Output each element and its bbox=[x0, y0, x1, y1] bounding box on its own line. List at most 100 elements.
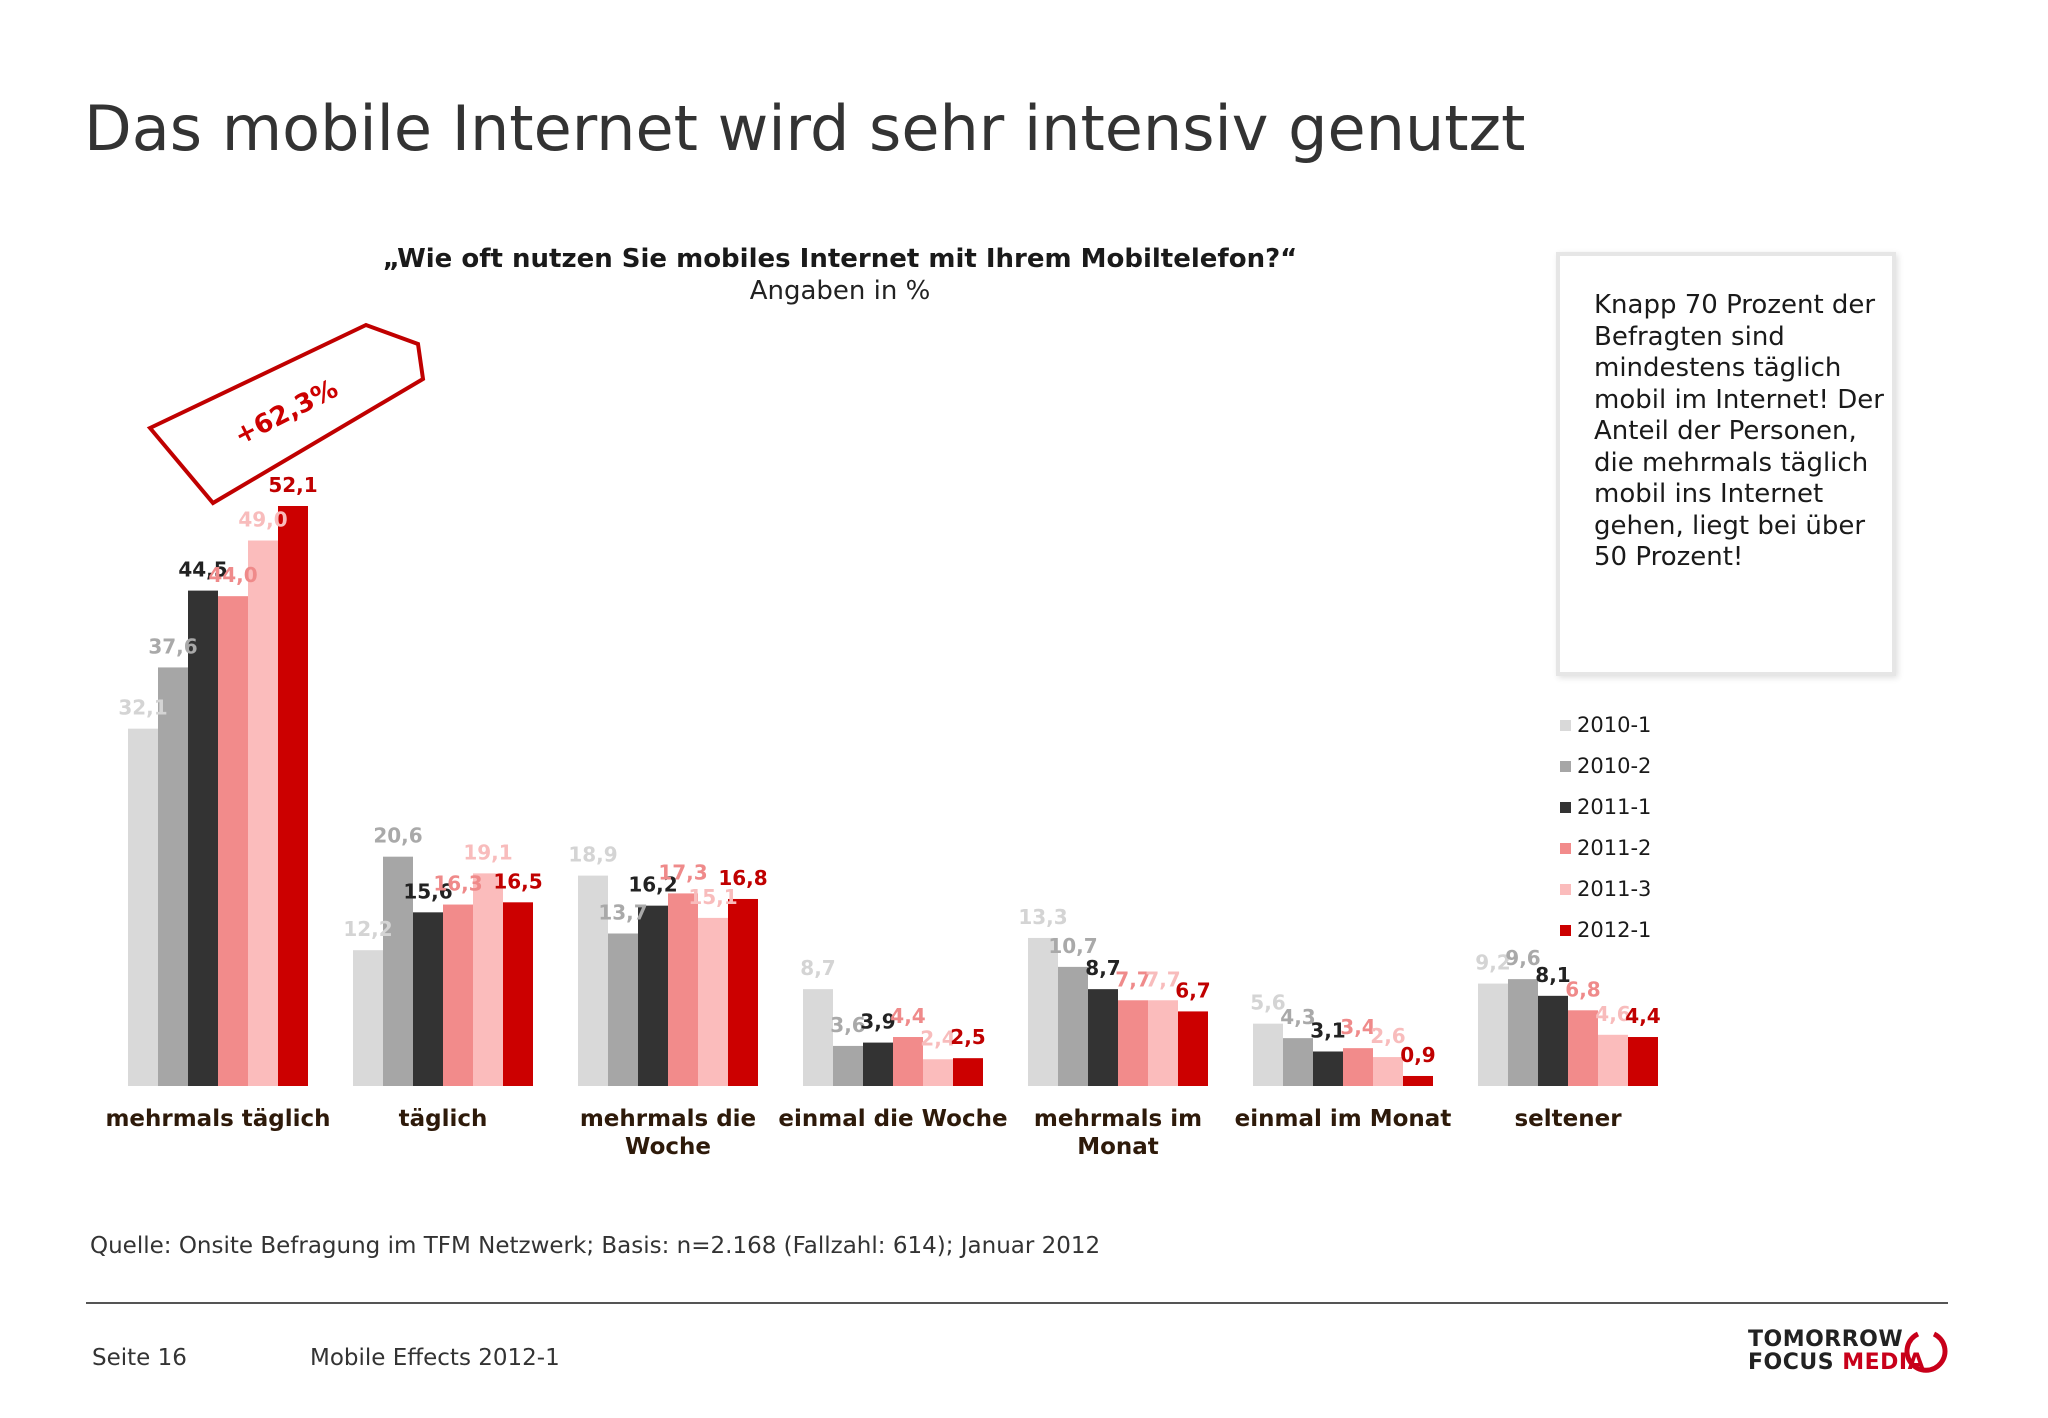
bar-2011-3-1 bbox=[473, 873, 503, 1086]
brand-line-1: TOMORROW bbox=[1748, 1327, 1904, 1352]
legend-item-2011-2: 2011-2 bbox=[1560, 833, 1651, 863]
value-label-2012-1-1: 16,5 bbox=[493, 869, 542, 893]
chart-question: „Wie oft nutzen Sie mobiles Internet mit… bbox=[382, 244, 1298, 274]
value-label-2010-2-6: 9,6 bbox=[1505, 946, 1540, 970]
value-label-2010-1-5: 5,6 bbox=[1250, 991, 1285, 1015]
value-label-2011-3-3: 2,4 bbox=[920, 1026, 955, 1050]
value-label-2012-1-2: 16,8 bbox=[718, 866, 767, 890]
category-label-1: täglich bbox=[399, 1106, 488, 1132]
legend-item-2010-2: 2010-2 bbox=[1560, 751, 1651, 781]
value-label-2011-2-1: 16,3 bbox=[433, 872, 482, 896]
value-label-2010-2-5: 4,3 bbox=[1280, 1005, 1315, 1029]
value-label-2011-1-5: 3,1 bbox=[1310, 1018, 1345, 1042]
value-label-2010-1-0: 32,1 bbox=[118, 696, 167, 720]
value-label-2011-1-1: 15,6 bbox=[403, 879, 452, 903]
bar-2011-1-5 bbox=[1313, 1051, 1343, 1086]
category-label-2: Woche bbox=[625, 1134, 711, 1160]
bar-2011-2-4 bbox=[1118, 1000, 1148, 1086]
value-label-2011-2-6: 6,8 bbox=[1565, 977, 1600, 1001]
bar-2011-3-6 bbox=[1598, 1034, 1628, 1086]
bar-2012-1-0 bbox=[278, 506, 308, 1086]
value-label-2011-2-5: 3,4 bbox=[1340, 1015, 1375, 1039]
slide-title: Das mobile Internet wird sehr intensiv g… bbox=[84, 92, 1526, 165]
value-label-2010-1-4: 13,3 bbox=[1018, 905, 1067, 929]
value-label-2010-2-2: 13,7 bbox=[598, 900, 647, 924]
legend-label: 2010-2 bbox=[1577, 754, 1652, 778]
bar-2010-1-5 bbox=[1253, 1023, 1283, 1086]
brand-line-2: FOCUS MEDIA bbox=[1748, 1351, 1925, 1374]
bar-2012-1-5 bbox=[1403, 1075, 1433, 1086]
bar-2011-3-5 bbox=[1373, 1057, 1403, 1086]
legend-label: 2011-2 bbox=[1577, 836, 1652, 860]
bar-2011-1-4 bbox=[1088, 989, 1118, 1086]
bar-2011-2-0 bbox=[218, 596, 248, 1086]
category-label-6: seltener bbox=[1514, 1106, 1622, 1132]
legend-label: 2010-1 bbox=[1577, 713, 1652, 737]
value-label-2011-3-1: 19,1 bbox=[463, 840, 512, 864]
legend-swatch bbox=[1560, 924, 1571, 936]
category-label-3: einmal die Woche bbox=[778, 1106, 1007, 1132]
legend-label: 2012-1 bbox=[1577, 918, 1652, 942]
bar-2011-1-3 bbox=[863, 1042, 893, 1086]
bar-2010-1-4 bbox=[1028, 937, 1058, 1086]
unit-note: Angaben in % bbox=[749, 276, 931, 306]
bar-2011-3-0 bbox=[248, 540, 278, 1086]
value-label-2012-1-4: 6,7 bbox=[1175, 978, 1210, 1002]
value-label-2011-2-4: 7,7 bbox=[1115, 967, 1150, 991]
bar-2010-2-5 bbox=[1283, 1038, 1313, 1086]
bar-2010-2-6 bbox=[1508, 979, 1538, 1086]
bar-2010-1-3 bbox=[803, 989, 833, 1086]
legend-item-2011-3: 2011-3 bbox=[1560, 874, 1651, 904]
bar-2010-2-1 bbox=[383, 856, 413, 1086]
footer-divider bbox=[86, 1302, 1948, 1304]
bar-2010-2-4 bbox=[1058, 966, 1088, 1086]
bar-2010-2-3 bbox=[833, 1045, 863, 1086]
value-label-2010-2-1: 20,6 bbox=[373, 824, 422, 848]
value-label-2011-3-2: 15,1 bbox=[688, 885, 737, 909]
page-number: Seite 16 bbox=[92, 1345, 187, 1371]
bar-2010-1-2 bbox=[578, 875, 608, 1086]
bar-2011-2-1 bbox=[443, 904, 473, 1086]
value-label-2011-1-0: 44,5 bbox=[178, 558, 227, 582]
value-label-2011-3-4: 7,7 bbox=[1145, 967, 1180, 991]
brand-focus: FOCUS bbox=[1748, 1350, 1843, 1375]
bar-2012-1-4 bbox=[1178, 1011, 1208, 1086]
value-label-2011-2-0: 44,0 bbox=[208, 563, 257, 587]
category-label-0: mehrmals täglich bbox=[105, 1106, 330, 1132]
bar-2011-1-1 bbox=[413, 912, 443, 1086]
value-label-2010-2-4: 10,7 bbox=[1048, 934, 1097, 958]
brand-logo-text: TOMORROW FOCUS MEDIA bbox=[1748, 1328, 1925, 1374]
bar-2011-2-3 bbox=[893, 1037, 923, 1086]
category-label-4: Monat bbox=[1077, 1134, 1159, 1160]
legend-swatch bbox=[1560, 801, 1571, 813]
bar-2011-3-3 bbox=[923, 1059, 953, 1086]
deck-name: Mobile Effects 2012-1 bbox=[310, 1345, 560, 1371]
value-label-2010-2-0: 37,6 bbox=[148, 634, 197, 658]
bar-2011-2-5 bbox=[1343, 1048, 1373, 1086]
category-label-4: mehrmals im bbox=[1034, 1106, 1202, 1132]
value-label-2011-3-0: 49,0 bbox=[238, 508, 287, 532]
value-label-2012-1-6: 4,4 bbox=[1625, 1004, 1660, 1028]
value-label-2011-3-6: 4,6 bbox=[1595, 1002, 1630, 1026]
legend-swatch bbox=[1560, 719, 1571, 731]
value-label-2011-1-6: 8,1 bbox=[1535, 963, 1570, 987]
bar-2010-1-6 bbox=[1478, 983, 1508, 1086]
bar-2011-1-2 bbox=[638, 905, 668, 1086]
value-label-2012-1-5: 0,9 bbox=[1400, 1043, 1435, 1067]
value-label-2011-1-3: 3,9 bbox=[860, 1010, 895, 1034]
category-label-5: einmal im Monat bbox=[1235, 1106, 1452, 1132]
value-label-2011-1-2: 16,2 bbox=[628, 873, 677, 897]
category-label-2: mehrmals die bbox=[580, 1106, 756, 1132]
bar-2011-3-4 bbox=[1148, 1000, 1178, 1086]
legend-item-2012-1: 2012-1 bbox=[1560, 915, 1651, 945]
callout-text: Knapp 70 Prozent der Befragten sind mind… bbox=[1594, 290, 1884, 572]
source-note: Quelle: Onsite Befragung im TFM Netzwerk… bbox=[90, 1233, 1101, 1259]
bar-2012-1-2 bbox=[728, 898, 758, 1086]
value-label-2010-1-3: 8,7 bbox=[800, 956, 835, 980]
legend-swatch bbox=[1560, 842, 1571, 854]
growth-tag: +62,3% bbox=[146, 322, 426, 506]
bar-2010-2-2 bbox=[608, 933, 638, 1086]
bar-2011-3-2 bbox=[698, 917, 728, 1086]
bar-2011-1-6 bbox=[1538, 995, 1568, 1086]
